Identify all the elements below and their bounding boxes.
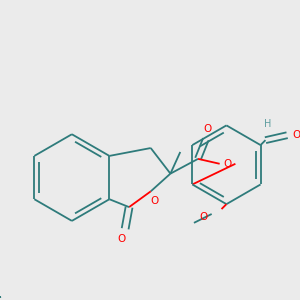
Text: O: O xyxy=(293,130,300,140)
Text: O: O xyxy=(151,196,159,206)
Text: H: H xyxy=(264,119,271,129)
Text: O: O xyxy=(200,212,208,222)
Text: O: O xyxy=(224,159,232,169)
Text: O: O xyxy=(204,124,212,134)
Text: O: O xyxy=(117,234,125,244)
